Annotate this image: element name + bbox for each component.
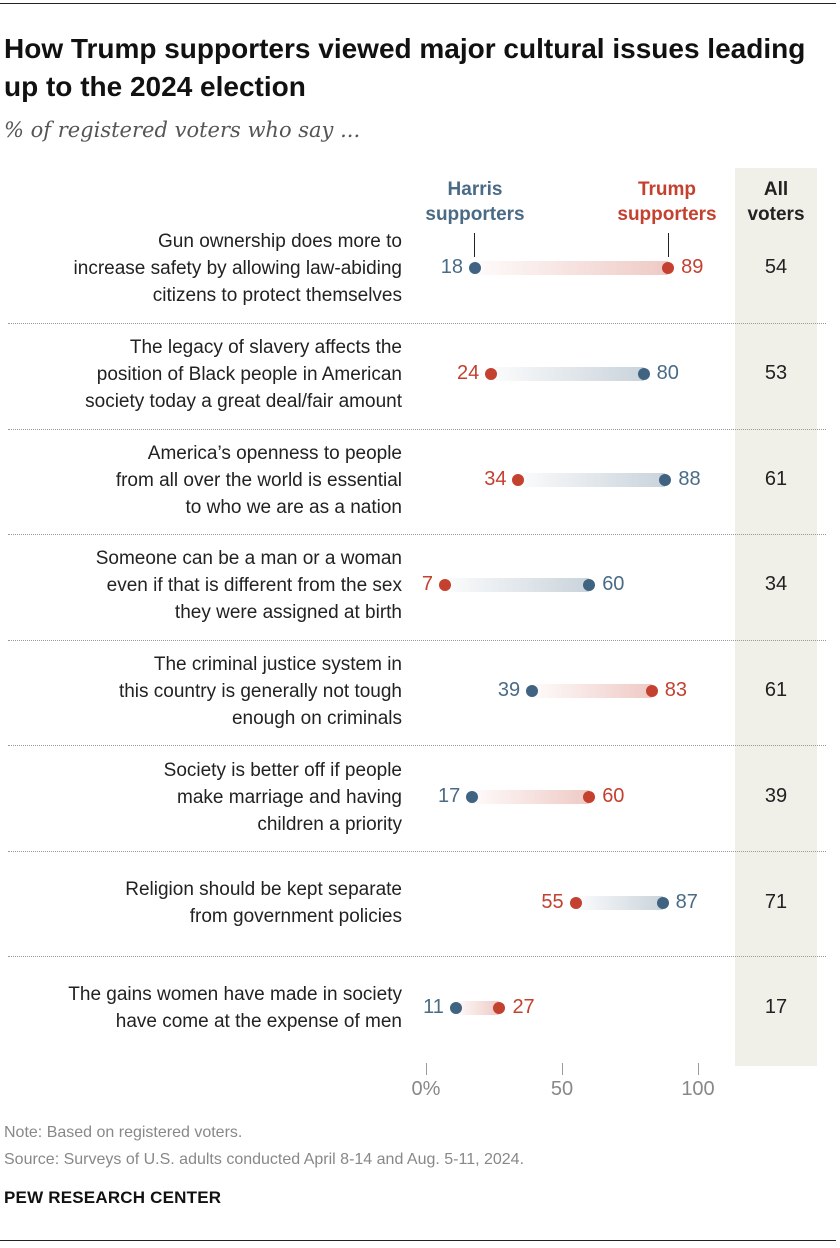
range-bar <box>575 896 663 910</box>
row-divider <box>8 534 826 535</box>
legend-harris-label: Harris supporters <box>425 179 525 225</box>
row-divider <box>8 323 826 324</box>
all-voters-value: 53 <box>764 362 788 384</box>
x-axis-tick <box>697 1063 699 1075</box>
harris-value-label: 88 <box>678 468 701 490</box>
x-axis-tick-label: 100 <box>681 1078 715 1100</box>
all-voters-value: 71 <box>764 891 788 913</box>
harris-value-label: 80 <box>656 362 679 384</box>
row-divider <box>8 956 826 957</box>
row-label: The gains women have made in society have… <box>68 984 402 1032</box>
trump-value-label: 83 <box>664 679 687 701</box>
harris-value-label: 11 <box>423 996 444 1018</box>
row-divider <box>8 851 826 852</box>
top-rule <box>0 3 836 4</box>
trump-dot <box>569 897 582 909</box>
legend-trump: Trump supporters <box>597 177 737 227</box>
all-voters-value: 54 <box>764 256 788 278</box>
harris-dot <box>526 685 539 697</box>
x-axis-tick <box>425 1063 427 1075</box>
range-bar <box>518 473 666 487</box>
row-label: Someone can be a man or a woman even if t… <box>95 547 402 623</box>
legend-trump-label: Trump supporters <box>617 179 717 225</box>
chart-title: How Trump supporters viewed major cultur… <box>4 33 806 102</box>
all-voters-value: 17 <box>764 996 788 1018</box>
legend-harris-pointer <box>474 233 476 257</box>
row-label: America’s openness to people from all ove… <box>115 442 402 518</box>
harris-value-label: 39 <box>497 679 521 701</box>
harris-value-label: 87 <box>675 891 698 913</box>
legend-harris: Harris supporters <box>405 177 545 227</box>
harris-dot <box>583 579 596 591</box>
chart-subtitle: % of registered voters who say ... <box>4 118 361 142</box>
trump-dot <box>512 474 525 486</box>
trump-dot <box>645 685 658 697</box>
row-label: Religion should be kept separate from gov… <box>125 879 402 927</box>
range-bar <box>445 578 590 592</box>
harris-value-label: 18 <box>440 256 463 278</box>
x-axis-tick-label: 0% <box>411 1078 441 1100</box>
harris-dot <box>449 1002 462 1014</box>
row-label: The legacy of slavery affects the positio… <box>85 336 402 412</box>
legend-all-voters-label: All voters <box>747 179 805 225</box>
bottom-rule <box>0 1240 836 1241</box>
trump-value-label: 27 <box>512 996 535 1018</box>
range-bar <box>455 1001 500 1015</box>
trump-dot <box>583 791 596 803</box>
all-voters-value: 61 <box>764 679 788 701</box>
trump-value-label: 89 <box>681 256 704 278</box>
range-bar <box>474 261 669 275</box>
organization-logo-text: PEW RESEARCH CENTER <box>4 1188 222 1207</box>
harris-dot <box>637 368 650 380</box>
harris-dot <box>468 262 481 274</box>
harris-dot <box>466 791 479 803</box>
all-voters-value: 39 <box>764 785 788 807</box>
harris-dot <box>656 897 669 909</box>
all-voters-value: 34 <box>764 573 788 595</box>
harris-value-label: 17 <box>438 785 461 807</box>
range-bar <box>472 790 590 804</box>
trump-value-label: 34 <box>484 468 507 490</box>
all-voters-value: 61 <box>764 468 788 490</box>
x-axis-tick <box>561 1063 563 1075</box>
range-bar <box>491 367 644 381</box>
trump-dot <box>485 368 498 380</box>
trump-dot <box>662 262 675 274</box>
source: Source: Surveys of U.S. adults conducted… <box>4 1151 525 1168</box>
harris-dot <box>659 474 672 486</box>
row-divider <box>8 429 826 430</box>
trump-value-label: 7 <box>421 573 434 595</box>
range-bar <box>532 684 652 698</box>
trump-value-label: 24 <box>457 362 480 384</box>
x-axis-tick-label: 50 <box>550 1078 574 1100</box>
trump-value-label: 55 <box>541 891 564 913</box>
legend-all-voters: All voters <box>735 177 817 227</box>
trump-dot <box>493 1002 506 1014</box>
row-divider <box>8 745 826 746</box>
row-label: Society is better off if people make marr… <box>163 759 402 835</box>
note: Note: Based on registered voters. <box>4 1124 243 1141</box>
trump-value-label: 60 <box>602 785 625 807</box>
harris-value-label: 60 <box>602 573 625 595</box>
row-label: The criminal justice system in this count… <box>118 653 402 729</box>
all-voters-column-band <box>735 168 817 1066</box>
row-divider <box>8 640 826 641</box>
legend-trump-pointer <box>667 233 669 257</box>
row-label: Gun ownership does more to increase safet… <box>73 230 402 306</box>
trump-dot <box>439 579 452 591</box>
